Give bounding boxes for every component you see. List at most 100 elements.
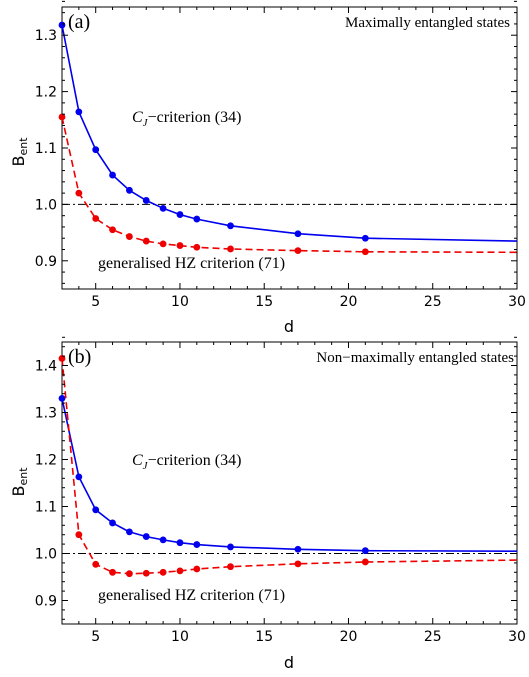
data-point-cj [109, 519, 116, 527]
y-tick-label: 1.1 [35, 141, 57, 157]
series-label-cj: CJ−criterion (34) [132, 109, 241, 129]
x-tick-label: 5 [91, 629, 100, 645]
data-point-hz [92, 215, 100, 222]
data-point-cj [227, 543, 234, 551]
data-point-cj [159, 204, 167, 212]
data-point-hz [75, 189, 83, 197]
y-tick-label: 1.1 [35, 500, 57, 516]
data-point-cj [92, 146, 100, 154]
series-line-cj [61, 24, 518, 242]
y-tick-label: 1.2 [35, 85, 57, 101]
y-axis-label-sub: ent [17, 137, 30, 156]
data-point-hz [176, 567, 184, 575]
series-label-cj: CJ−criterion (34) [132, 452, 241, 472]
plot-frame [61, 341, 518, 625]
y-tick-label: 0.9 [35, 594, 57, 610]
data-point-hz [361, 248, 369, 256]
series-layer [58, 355, 518, 578]
data-point-cj [227, 222, 234, 230]
series-line-hz [61, 358, 518, 575]
x-tick-label: 20 [340, 629, 358, 645]
series-label-cj-main: C [132, 452, 143, 469]
data-point-cj [142, 197, 150, 204]
corner-title: Non−maximally entangled states [316, 350, 514, 366]
series-label-cj-rest: −criterion (34) [148, 452, 242, 469]
data-point-hz [126, 233, 133, 240]
data-point-cj [142, 533, 150, 540]
data-point-cj [75, 108, 83, 116]
data-point-cj [294, 230, 302, 238]
data-point-hz [294, 247, 302, 255]
data-point-cj [126, 528, 133, 536]
data-point-cj [109, 171, 116, 179]
y-axis-label-main: B [9, 486, 28, 497]
series-label-cj-sub: J [143, 460, 149, 472]
tick-layer: 5 10 15 20 25 30 0.9 1.0 1.1 1.2 1.3 [35, 0, 526, 310]
data-point-hz [193, 565, 201, 573]
data-point-hz [109, 568, 116, 576]
data-point-hz [92, 560, 100, 568]
y-axis-label-sub: ent [17, 467, 30, 486]
data-point-cj [193, 215, 201, 223]
series-layer [58, 21, 518, 256]
series-line-cj [61, 398, 518, 552]
data-point-hz [227, 563, 234, 571]
data-point-hz [109, 226, 116, 234]
x-tick-label: 25 [424, 294, 442, 310]
data-point-cj [294, 545, 302, 553]
data-point-cj [58, 21, 66, 29]
data-point-hz [142, 569, 150, 577]
series-label-cj-rest: −criterion (34) [148, 109, 242, 126]
y-tick-label: 1.3 [35, 406, 57, 422]
data-point-cj [361, 547, 369, 555]
y-tick-label: 1.4 [35, 359, 57, 375]
series-label-hz: generalised HZ criterion (71) [98, 255, 285, 272]
data-point-hz [142, 237, 150, 245]
series-label-cj-sub: J [143, 117, 149, 129]
y-tick-label: 1.2 [35, 453, 57, 469]
x-tick-label: 30 [508, 629, 526, 645]
data-point-cj [58, 395, 66, 402]
panel-a: 5 10 15 20 25 30 0.9 1.0 1.1 1.2 1.3 (a) Maximally… [9, 0, 526, 336]
corner-title: Maximally entangled states [345, 15, 510, 31]
x-axis-label: d [284, 317, 294, 336]
data-point-hz [361, 558, 369, 566]
panel-b: 5 10 15 20 25 30 0.9 1.0 1.1 1.2 1.3 1.4 (b) Non−ma… [9, 336, 526, 672]
x-tick-label: 20 [340, 294, 358, 310]
series-label-cj-main: C [132, 109, 143, 126]
x-tick-label: 10 [171, 629, 189, 645]
x-tick-label: 30 [508, 294, 526, 310]
data-point-hz [294, 560, 302, 568]
data-point-hz [176, 242, 184, 249]
y-axis-label-main: B [9, 156, 28, 167]
data-point-hz [159, 240, 167, 248]
data-point-hz [126, 570, 133, 578]
data-point-hz [159, 568, 167, 576]
x-tick-label: 15 [255, 629, 273, 645]
data-point-cj [176, 539, 184, 547]
y-tick-label: 1.3 [35, 28, 57, 44]
data-point-cj [92, 506, 100, 514]
data-point-hz [227, 245, 234, 253]
plot-frame [61, 6, 518, 290]
x-tick-label: 25 [424, 629, 442, 645]
tick-layer: 5 10 15 20 25 30 0.9 1.0 1.1 1.2 1.3 1.4 [35, 336, 526, 645]
data-point-cj [176, 211, 184, 218]
data-point-hz [58, 355, 66, 362]
data-point-cj [126, 186, 133, 194]
panel-label: (b) [68, 346, 91, 368]
data-point-hz [58, 113, 66, 121]
x-tick-label: 10 [171, 294, 189, 310]
y-axis-label: Bent [9, 137, 30, 167]
data-point-cj [193, 541, 201, 548]
y-tick-label: 1.0 [35, 547, 57, 563]
data-point-cj [159, 536, 167, 544]
x-axis-label: d [284, 653, 294, 672]
y-tick-label: 1.0 [35, 197, 57, 213]
data-point-hz [193, 243, 201, 251]
x-tick-label: 15 [255, 294, 273, 310]
series-label-hz: generalised HZ criterion (71) [98, 587, 285, 604]
data-point-hz [75, 531, 83, 539]
y-axis-label: Bent [9, 467, 30, 497]
